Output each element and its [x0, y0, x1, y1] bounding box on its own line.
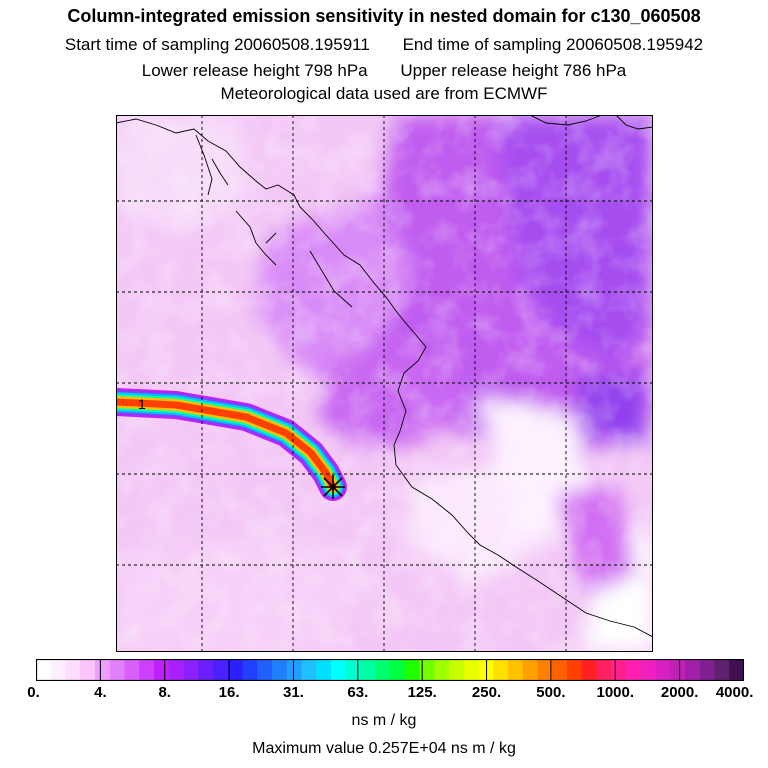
colorbar-cell — [331, 659, 347, 681]
colorbar-cell — [493, 659, 509, 681]
colorbar-cell — [390, 659, 406, 681]
map-title: Column-integrated emission sensitivity i… — [67, 6, 701, 26]
colorbar-cell — [419, 659, 435, 681]
colorbar-cell — [227, 659, 244, 681]
colorbar-cell — [286, 659, 303, 681]
colorbar-cell — [50, 659, 67, 681]
colorbar-tick-label: 8. — [158, 684, 171, 701]
colorbar-cell — [301, 659, 317, 681]
colorbar-cell — [154, 659, 170, 681]
emission-plume — [116, 388, 347, 501]
colorbar-cell — [640, 659, 657, 681]
colorbar-tick-label: 2000. — [660, 684, 699, 701]
colorbar — [36, 659, 744, 681]
colorbar-tick-label: 31. — [283, 684, 304, 701]
end-time-label: End time of sampling 20060508.195942 — [402, 35, 704, 54]
lower-release-label: Lower release height 798 hPa — [141, 61, 368, 80]
map-frame — [116, 115, 653, 652]
colorbar-cell — [508, 659, 524, 681]
colorbar-cell — [345, 659, 362, 681]
colorbar-cell — [537, 659, 553, 681]
colorbar-tick-label: 1000. — [596, 684, 635, 701]
colorbar-tick-labels: 0. 4. 8. 16. 31. 63. 125. 250. 500. 1000. 2000. 400… — [0, 684, 768, 706]
colorbar-cell — [699, 659, 716, 681]
colorbar-tick-label: 125. — [407, 684, 437, 701]
start-time-label: Start time of sampling 20060508.195911 — [64, 35, 370, 54]
colorbar-cell — [198, 659, 214, 681]
colorbar-tick-label: 63. — [347, 684, 369, 701]
colorbar-cell — [139, 659, 155, 681]
sensitivity-map: 1 — [116, 115, 653, 652]
colorbar-cell — [375, 659, 391, 681]
colorbar-cell — [65, 659, 81, 681]
met-data-label: Meteorological data used are from ECMWF — [220, 84, 548, 103]
colorbar-cell — [242, 659, 258, 681]
colorbar-cell — [434, 659, 450, 681]
texture-overlay — [116, 115, 653, 652]
colorbar-cell — [714, 659, 730, 681]
colorbar-cell — [404, 659, 421, 681]
sampling-times: Start time of sampling 20060508.195911 E… — [0, 35, 768, 55]
colorbar-tick-label: 500. — [536, 684, 566, 701]
colorbar-cell — [670, 659, 686, 681]
colorbar-cell — [626, 659, 642, 681]
colorbar-cell — [729, 659, 744, 681]
colorbar-cell — [109, 659, 126, 681]
colorbar-tick-label: 0. — [27, 684, 40, 701]
colorbar-cell — [80, 659, 96, 681]
colorbar-cell — [655, 659, 671, 681]
colorbar-cell — [213, 659, 229, 681]
colorbar-cell — [685, 659, 701, 681]
colorbar-cell — [257, 659, 273, 681]
upper-release-label: Upper release height 786 hPa — [400, 61, 627, 80]
colorbar-cell — [449, 659, 465, 681]
colorbar-cell — [124, 659, 140, 681]
colorbar-cell — [552, 659, 568, 681]
colorbar-cell — [36, 659, 52, 681]
colorbar-cell — [316, 659, 332, 681]
colorbar-cell — [567, 659, 583, 681]
colorbar-units: ns m / kg — [351, 712, 417, 729]
star-icon — [321, 475, 345, 499]
colorbar-cell — [581, 659, 598, 681]
colorbar-tick-label: 4. — [94, 684, 107, 701]
colorbar-cell — [272, 659, 288, 681]
release-heights: Lower release height 798 hPa Upper relea… — [0, 61, 768, 81]
colorbar-cell — [360, 659, 376, 681]
coastline — [116, 115, 653, 638]
colorbar-tick-label: 4000. — [715, 684, 754, 701]
maximum-value-label: Maximum value 0.257E+04 ns m / kg — [252, 740, 516, 757]
colorbar-cell — [522, 659, 539, 681]
colorbar-tick-label: 250. — [471, 684, 502, 701]
plume-marker-label: 1 — [138, 396, 146, 412]
colorbar-cell — [611, 659, 627, 681]
colorbar-cell — [596, 659, 612, 681]
colorbar-cell — [183, 659, 199, 681]
colorbar-cell — [95, 659, 111, 681]
colorbar-cell — [168, 659, 185, 681]
colorbar-cell — [463, 659, 480, 681]
colorbar-tick-label: 16. — [218, 684, 240, 701]
